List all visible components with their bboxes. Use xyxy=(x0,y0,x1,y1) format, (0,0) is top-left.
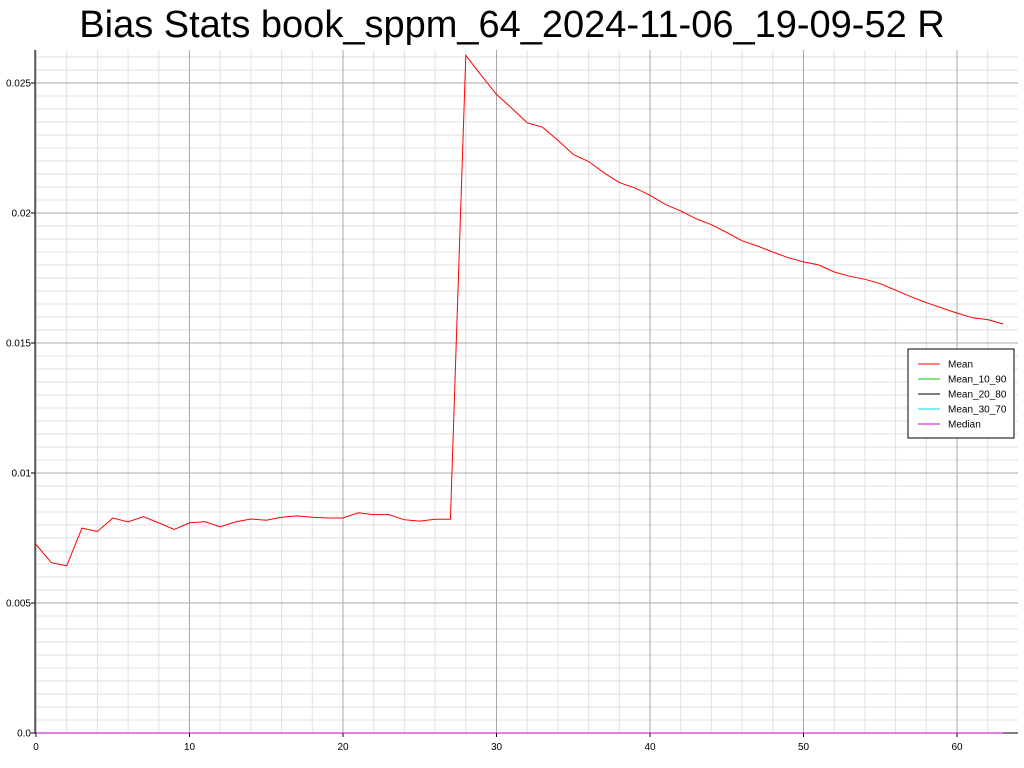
y-tick-label: 0.025 xyxy=(6,79,31,90)
x-tick-label: 40 xyxy=(644,742,656,753)
minor-grid xyxy=(35,50,1018,733)
series-lines xyxy=(35,53,1004,734)
legend-entry: Mean_10_90 xyxy=(948,375,1007,386)
axes xyxy=(31,50,1018,737)
x-tick-label: 0 xyxy=(33,742,39,753)
major-grid xyxy=(35,50,1018,734)
legend: Mean Mean_10_90 Mean_20_80 Mean_30_70 Median xyxy=(907,348,1015,439)
legend-entry: Mean_20_80 xyxy=(948,390,1007,401)
legend-entry: Median xyxy=(948,420,981,431)
y-tick-label: 0.02 xyxy=(12,209,32,220)
x-tick-label: 10 xyxy=(184,742,196,753)
x-tick-label: 50 xyxy=(798,742,810,753)
y-tick-label: 0.01 xyxy=(12,469,32,480)
x-tick-label: 60 xyxy=(951,742,963,753)
chart-title: Bias Stats book_sppm_64_2024-11-06_19-09… xyxy=(79,4,945,46)
series-line-mean xyxy=(35,53,1004,567)
x-tick-label: 20 xyxy=(337,742,349,753)
y-tick-label: 0.0 xyxy=(17,729,31,740)
y-tick-label: 0.005 xyxy=(6,599,31,610)
legend-entry: Mean_30_70 xyxy=(948,405,1007,416)
y-tick-label: 0.015 xyxy=(6,339,31,350)
x-tick-label: 30 xyxy=(491,742,503,753)
legend-entry: Mean xyxy=(948,360,973,371)
tick-labels: 0 10 20 30 40 50 60 0.0 0.005 0.01 0.015 0.02 0.025 xyxy=(6,79,963,754)
